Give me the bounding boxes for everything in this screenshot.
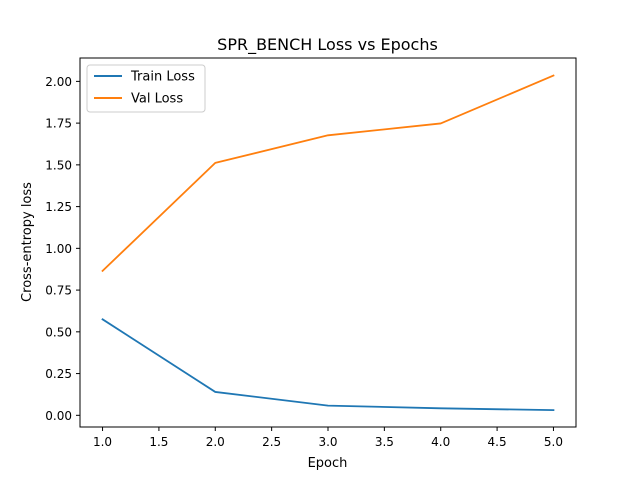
y-tick-label: 2.00 [45,75,72,89]
x-tick-label: 2.0 [206,435,225,449]
y-axis-ticks: 0.00 0.25 0.50 0.75 1.00 1.25 1.50 1.75 2.00 [45,75,80,423]
series-line-train-loss [101,318,555,412]
y-axis-label: Cross-entropy loss [20,182,35,302]
x-tick-label: 3.0 [318,435,337,449]
chart-title: SPR_BENCH Loss vs Epochs [217,35,438,55]
x-tick-label: 5.0 [544,435,563,449]
y-tick-label: 0.25 [45,367,72,381]
y-tick-label: 1.00 [45,242,72,256]
x-tick-label: 3.5 [375,435,394,449]
x-tick-label: 1.5 [149,435,168,449]
y-tick-label: 1.50 [45,158,72,172]
x-tick-label: 1.0 [93,435,112,449]
x-tick-label: 4.0 [431,435,450,449]
y-tick-label: 1.25 [45,200,72,214]
x-axis-ticks: 1.0 1.5 2.0 2.5 3.0 3.5 4.0 4.5 5.0 [93,427,563,449]
x-tick-label: 2.5 [262,435,281,449]
y-tick-label: 1.75 [45,117,72,131]
series-line-val-loss [101,74,555,273]
y-tick-label: 0.00 [45,409,72,423]
y-tick-label: 0.50 [45,325,72,339]
legend-label-val-loss: Val Loss [131,92,183,107]
plot-area-frame [79,57,577,428]
legend: Train Loss Val Loss [86,64,206,113]
x-tick-label: 4.5 [488,435,507,449]
series-layer [101,74,555,412]
y-tick-label: 0.75 [45,284,72,298]
x-axis-label: Epoch [308,456,348,471]
legend-label-train-loss: Train Loss [130,70,195,85]
